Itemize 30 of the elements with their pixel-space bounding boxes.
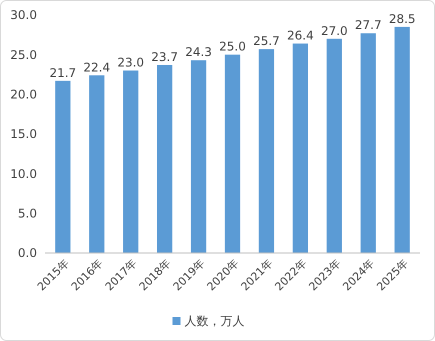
bar xyxy=(55,80,70,253)
data-label: 25.0 xyxy=(219,40,246,54)
data-label: 23.7 xyxy=(151,50,178,64)
y-tick-label: 30.0 xyxy=(10,8,37,22)
bar xyxy=(156,64,172,253)
y-tick-label: 15.0 xyxy=(10,127,37,142)
data-label: 22.4 xyxy=(83,60,110,74)
bar xyxy=(258,49,274,253)
y-tick-label: 25.0 xyxy=(10,48,37,62)
data-label: 27.0 xyxy=(320,24,348,38)
bar xyxy=(292,44,308,253)
data-label: 27.7 xyxy=(354,18,382,32)
y-tick-label: 10.0 xyxy=(10,166,37,181)
bar xyxy=(224,54,240,253)
y-tick-label: 0.0 xyxy=(18,246,37,260)
legend-label: 人数，万人 xyxy=(184,314,244,328)
bar xyxy=(89,75,104,253)
bar xyxy=(326,38,342,253)
bar xyxy=(190,60,206,253)
data-label: 23.0 xyxy=(117,56,144,70)
data-label: 25.7 xyxy=(253,34,280,48)
y-tick-label: 20.0 xyxy=(10,88,37,102)
data-label: 24.3 xyxy=(185,45,212,60)
bar xyxy=(123,70,138,253)
data-label: 21.7 xyxy=(49,66,76,80)
data-label: 28.5 xyxy=(388,12,416,26)
data-label: 26.4 xyxy=(287,28,314,43)
y-tick-label: 5.0 xyxy=(18,206,37,221)
bar xyxy=(394,26,410,253)
bar xyxy=(360,33,376,253)
